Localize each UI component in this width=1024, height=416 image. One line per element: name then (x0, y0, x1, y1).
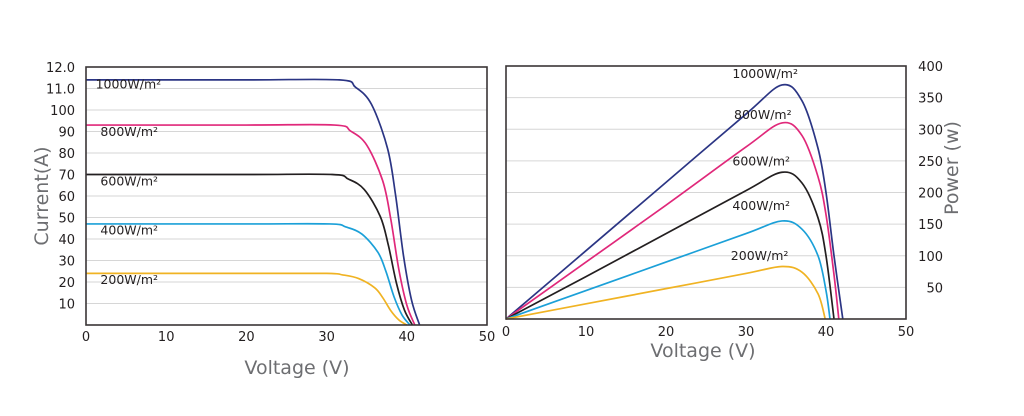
series-line (85, 222, 411, 326)
x-tick-label: 20 (238, 330, 255, 345)
y-tick-label: 40 (58, 233, 75, 248)
y-tick-label: 11.0 (46, 83, 75, 98)
plot-frame (505, 65, 907, 320)
y-tick-label: 250 (918, 155, 943, 170)
y-tick-label: 100 (50, 104, 75, 119)
y-tick-label: 100 (918, 250, 943, 265)
series-label: 800W/m² (100, 124, 158, 139)
x-tick-label: 20 (658, 325, 675, 340)
y-tick-label: 60 (58, 190, 75, 205)
y-axis-title: Current(A) (31, 146, 53, 245)
y-tick-label: 90 (58, 126, 75, 141)
series-label: 1000W/m² (732, 66, 798, 81)
x-tick-label: 40 (399, 330, 416, 345)
pv-curve-chart: 400 350 300 250 200 150 100 50 0 10 20 30 40 50 1000W/… (502, 60, 963, 362)
y-tick-label: 300 (918, 123, 943, 138)
series-line (505, 121, 840, 320)
y-tick-label: 400 (918, 60, 943, 75)
y-tick-label: 30 (58, 255, 75, 270)
series-label: 600W/m² (732, 153, 790, 168)
x-tick-label: 0 (502, 325, 510, 340)
series-label: 400W/m² (732, 198, 790, 213)
y-tick-label: 150 (918, 218, 943, 233)
series-label: 600W/m² (100, 173, 158, 188)
x-tick-label: 10 (158, 330, 175, 345)
x-tick-label: 0 (82, 330, 90, 345)
y-tick-label: 12.0 (46, 61, 75, 76)
x-tick-label: 30 (318, 330, 335, 345)
series-line (505, 265, 827, 320)
series-line (505, 220, 831, 320)
x-tick-label: 50 (898, 325, 915, 340)
series-label: 400W/m² (100, 223, 158, 238)
series-label: 200W/m² (100, 272, 158, 287)
y-axis-title: Power (w) (941, 121, 963, 215)
series-line (85, 272, 408, 326)
series-line (505, 171, 835, 320)
x-tick-label: 40 (818, 325, 835, 340)
x-tick-label: 50 (479, 330, 496, 345)
y-tick-label: 50 (926, 281, 943, 296)
series-label: 200W/m² (731, 248, 789, 263)
y-tick-label: 50 (58, 212, 75, 227)
x-tick-label: 30 (738, 325, 755, 340)
y-tick-label: 80 (58, 147, 75, 162)
y-tick-label: 10 (58, 298, 75, 313)
y-tick-label: 70 (58, 169, 75, 184)
x-axis-title: Voltage (V) (650, 340, 755, 362)
series-line (505, 83, 844, 320)
series-label: 1000W/m² (96, 77, 162, 92)
series-line (86, 123, 416, 326)
plot-frame (85, 66, 488, 326)
y-tick-label: 350 (918, 92, 943, 107)
y-tick-label: 200 (918, 187, 943, 202)
x-axis-title: Voltage (V) (244, 357, 349, 379)
series-line (86, 78, 421, 326)
series-line (86, 173, 414, 326)
series-label: 800W/m² (734, 107, 792, 122)
y-tick-label: 20 (58, 276, 75, 291)
x-tick-label: 10 (578, 325, 595, 340)
